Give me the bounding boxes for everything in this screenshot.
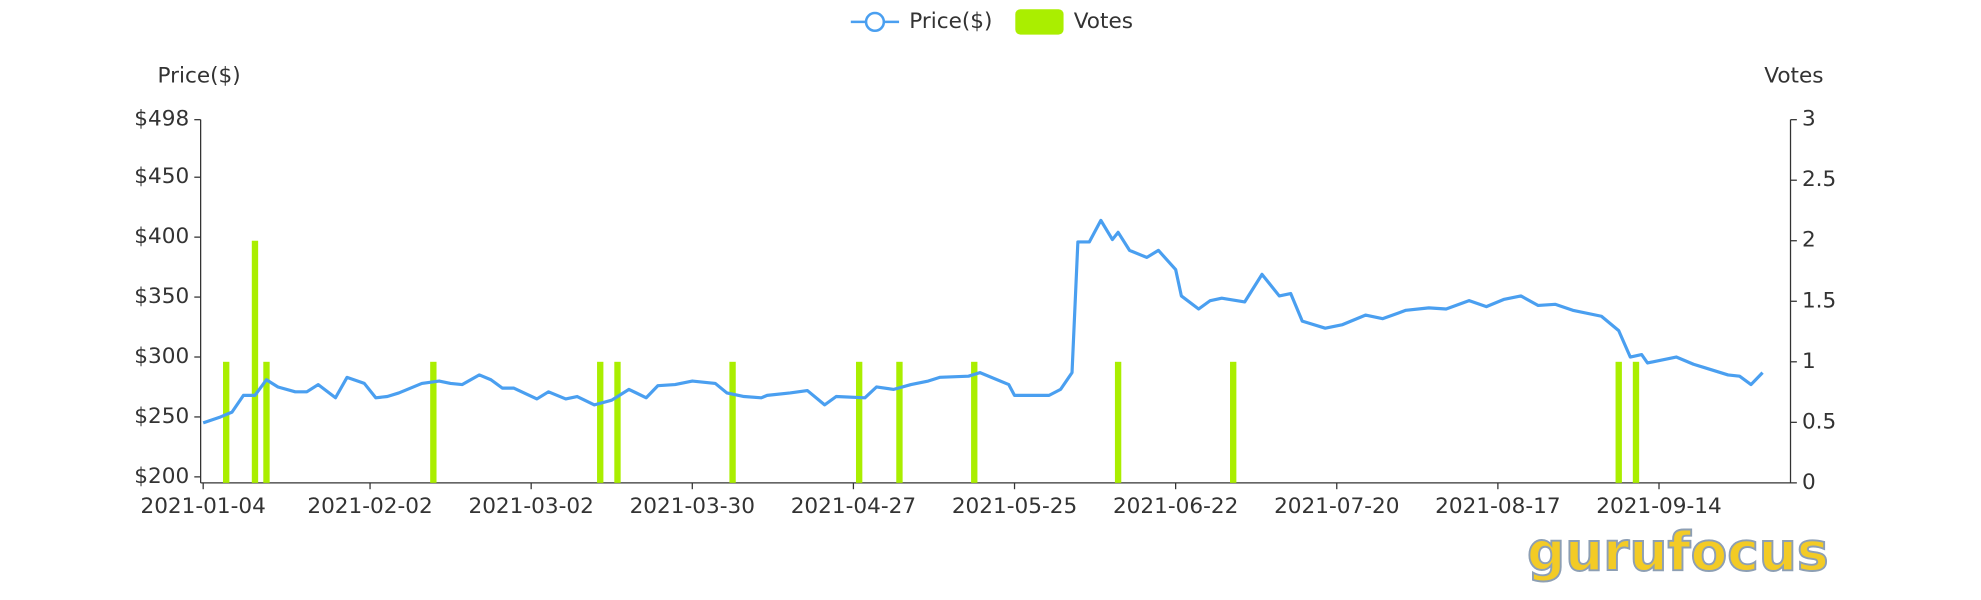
y2-tick-label: 0 xyxy=(1802,470,1816,495)
vote-bar xyxy=(263,361,270,483)
price-line xyxy=(202,218,1764,425)
vote-bar xyxy=(855,361,863,483)
y-tick-label: $200 xyxy=(134,464,189,489)
vote-bar xyxy=(614,361,621,483)
x-tick-label: 2021-05-25 xyxy=(952,494,1077,519)
vote-bar xyxy=(597,361,604,483)
y2-tick-label: 2.5 xyxy=(1802,167,1836,192)
y-tick-label: $400 xyxy=(134,224,189,249)
y-tick-label: $250 xyxy=(134,404,189,429)
x-tick-label: 2021-03-30 xyxy=(630,494,755,519)
watermark: gurufocus xyxy=(1527,520,1829,583)
x-tick-label: 2021-08-17 xyxy=(1435,494,1560,519)
y2-tick-label: 3 xyxy=(1802,107,1816,132)
vote-bar xyxy=(1632,361,1640,483)
vote-bar xyxy=(1114,361,1122,483)
vote-bar xyxy=(251,240,259,483)
x-tick-label: 2021-04-27 xyxy=(791,494,916,519)
y-axis-title: Price($) xyxy=(157,64,240,89)
vote-bar xyxy=(430,361,437,483)
y2-tick-label: 1.5 xyxy=(1802,288,1836,313)
x-tick-label: 2021-01-04 xyxy=(140,494,265,519)
y2-tick-label: 2 xyxy=(1802,228,1816,253)
x-tick-label: 2021-09-14 xyxy=(1596,494,1721,519)
x-tick-label: 2021-06-22 xyxy=(1113,494,1238,519)
x-tick-label: 2021-07-20 xyxy=(1274,494,1399,519)
vote-bar xyxy=(1615,361,1622,483)
vote-bar xyxy=(896,361,903,483)
y-tick-label: $350 xyxy=(134,284,189,309)
vote-bar xyxy=(971,361,978,483)
x-tick-label: 2021-03-02 xyxy=(468,494,593,519)
vote-bar xyxy=(1230,361,1237,483)
y-tick-label: $498 xyxy=(134,107,189,132)
y2-tick-label: 1 xyxy=(1802,349,1816,374)
x-tick-label: 2021-02-02 xyxy=(307,494,432,519)
vote-bar xyxy=(223,361,230,483)
legend-label: Votes xyxy=(1074,9,1133,34)
y2-axis-title: Votes xyxy=(1764,64,1823,89)
vote-bar xyxy=(729,361,736,483)
legend-swatch xyxy=(1015,9,1064,35)
legend-label: Price($) xyxy=(909,9,992,34)
y-tick-label: $450 xyxy=(134,164,189,189)
legend-swatch xyxy=(864,11,886,33)
y2-tick-label: 0.5 xyxy=(1802,409,1836,434)
y-tick-label: $300 xyxy=(134,344,189,369)
